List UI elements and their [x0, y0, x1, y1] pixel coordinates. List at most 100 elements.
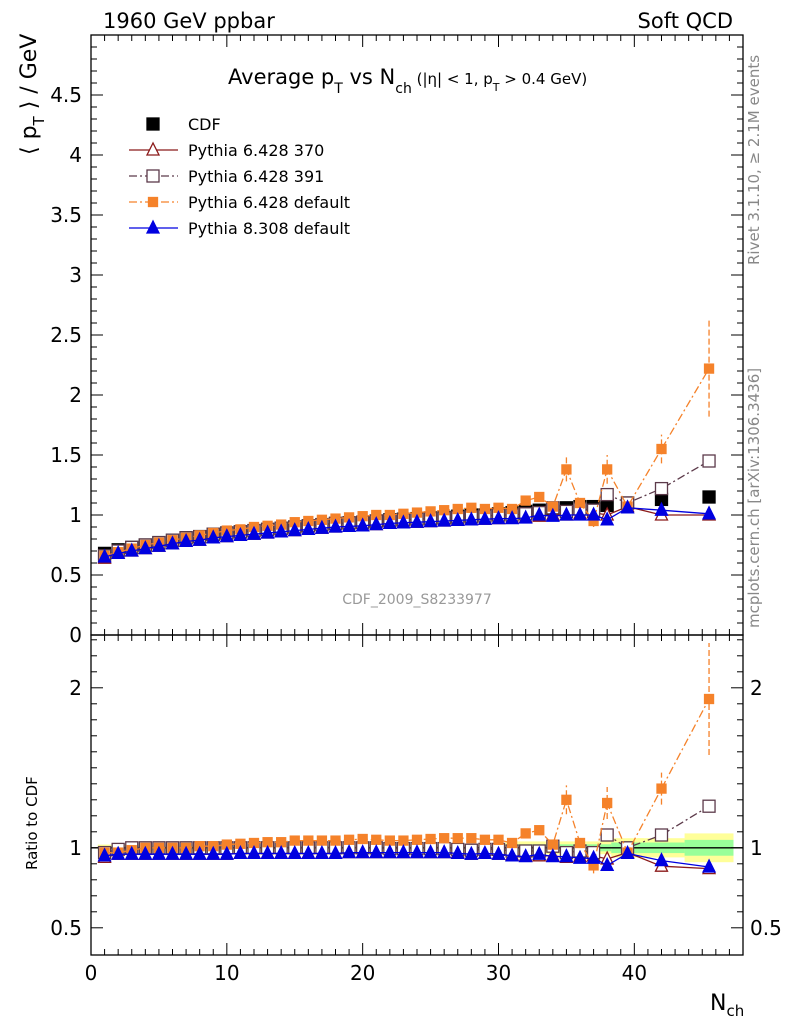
chart-title: Average pT vs Nch (|η| < 1, pT > 0.4 GeV…	[228, 65, 587, 97]
data-point	[97, 847, 112, 862]
legend: CDF Pythia 6.428 370 Pythia 6.428 391 Pythi…	[129, 115, 350, 238]
data-point	[246, 844, 262, 860]
data-point	[382, 844, 397, 859]
data-point	[303, 835, 314, 846]
header-right: Soft QCD	[638, 9, 733, 33]
legend-item: Pythia 6.428 391	[129, 167, 324, 186]
x-tick-label: 40	[622, 961, 647, 985]
data-point	[654, 852, 669, 867]
data-point	[545, 507, 560, 522]
data-point	[600, 828, 614, 842]
data-point	[219, 528, 234, 543]
data-point	[301, 844, 316, 860]
data-point	[491, 845, 506, 860]
y-tick-label: 0	[69, 623, 82, 647]
legend-item: Pythia 6.428 default	[129, 193, 350, 212]
data-point	[111, 544, 126, 560]
data-point	[439, 833, 450, 844]
data-point	[505, 510, 520, 525]
data-point	[518, 509, 533, 524]
data-point	[656, 783, 667, 794]
data-point	[559, 848, 574, 863]
data-point	[343, 834, 355, 845]
data-point	[701, 505, 717, 520]
data-point	[477, 844, 492, 860]
x-tick-label: 0	[85, 961, 98, 985]
data-point	[357, 833, 368, 845]
y-axis-label-main: ⟨ pT ⟩ / GeV	[17, 34, 48, 155]
mcplots-label: mcplots.cern.ch [arXiv:1306.3436]	[745, 368, 763, 628]
data-point	[146, 117, 160, 131]
ratio-y-tick-label: 1	[69, 836, 82, 860]
data-point	[547, 839, 558, 850]
data-point	[654, 828, 669, 842]
data-point	[219, 845, 234, 860]
data-point	[572, 849, 588, 864]
data-point	[206, 845, 221, 860]
data-point	[574, 497, 586, 509]
data-point	[147, 196, 159, 208]
ratio-y-tick-label-right: 2	[750, 676, 763, 700]
data-point	[301, 520, 316, 536]
data-point	[586, 506, 601, 521]
data-point	[620, 499, 635, 514]
data-point	[260, 524, 275, 539]
data-point	[355, 844, 370, 859]
data-point	[384, 835, 395, 846]
data-point	[620, 844, 635, 860]
data-point	[423, 844, 438, 859]
data-point	[437, 844, 452, 859]
rivet-label: Rivet 3.1.10, ≥ 2.1M events	[745, 55, 763, 265]
y-tick-label: 2.5	[50, 323, 82, 347]
y-tick-label: 0.5	[50, 563, 82, 587]
data-point	[477, 510, 492, 525]
data-point	[600, 511, 615, 526]
data-point	[151, 845, 166, 860]
legend-label: Pythia 8.308 default	[188, 219, 350, 238]
y-tick-label: 4.5	[50, 83, 82, 107]
data-point	[369, 516, 384, 531]
data-point	[701, 858, 717, 873]
data-point	[330, 835, 341, 846]
y-axis-label-ratio: Ratio to CDF	[23, 776, 41, 870]
data-point	[165, 535, 180, 550]
data-point	[409, 513, 425, 528]
data-point	[124, 845, 139, 860]
data-point	[145, 141, 161, 156]
data-point	[532, 506, 547, 521]
legend-item: Pythia 8.308 default	[129, 219, 350, 238]
data-point	[328, 518, 343, 533]
data-point	[561, 464, 572, 475]
data-point	[287, 844, 302, 860]
legend-item: Pythia 6.428 370	[129, 141, 324, 160]
data-point	[703, 693, 715, 705]
ratio-series-pythia-8-308-default	[97, 844, 717, 873]
data-point	[574, 837, 586, 849]
header-left: 1960 GeV ppbar	[103, 9, 275, 33]
data-point	[654, 501, 669, 516]
data-point	[138, 540, 153, 555]
series-layer	[97, 320, 717, 875]
data-point	[411, 834, 423, 845]
data-point	[382, 514, 397, 530]
data-point	[534, 491, 545, 503]
data-point	[437, 512, 452, 527]
ratio-y-tick-label-right: 0.5	[750, 916, 782, 940]
data-point	[145, 219, 161, 234]
data-point	[111, 845, 126, 860]
data-point	[602, 464, 613, 475]
data-point	[702, 454, 716, 468]
data-point	[464, 845, 479, 860]
data-point	[192, 845, 207, 860]
data-point	[586, 849, 601, 864]
data-point	[206, 529, 221, 544]
data-point	[572, 506, 588, 521]
data-point	[289, 835, 300, 846]
data-point	[600, 856, 615, 872]
data-point	[342, 844, 357, 859]
data-point	[534, 825, 545, 836]
data-point	[287, 522, 302, 537]
data-point	[450, 844, 465, 860]
data-point	[342, 517, 357, 533]
